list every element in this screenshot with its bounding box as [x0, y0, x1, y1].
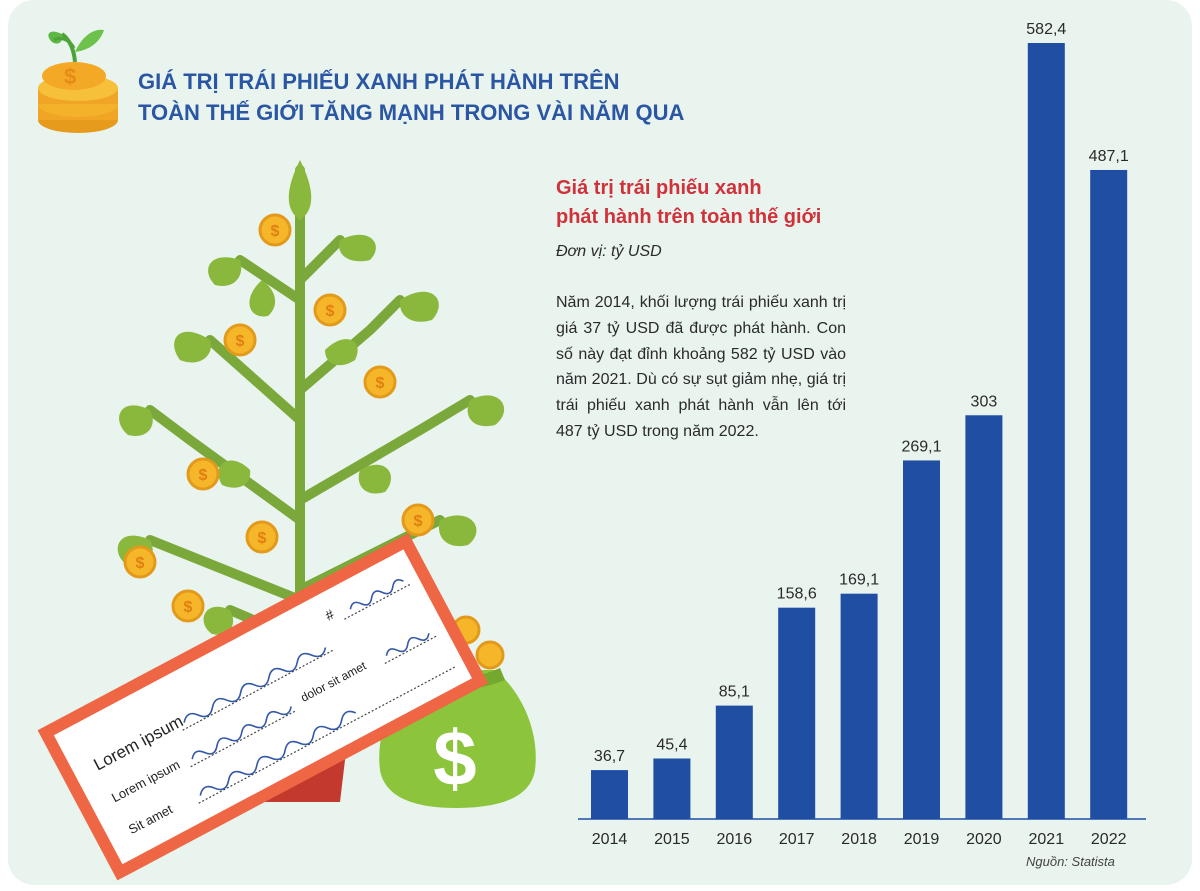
- chart-title: Giá trị trái phiếu xanh phát hành trên t…: [556, 174, 886, 232]
- check-card-illustration: Lorem ipsum Lorem ipsum Sit amet dolor s…: [37, 533, 489, 881]
- category-label-2015: 2015: [654, 831, 690, 848]
- check-handwriting: [183, 579, 430, 796]
- category-label-2014: 2014: [592, 831, 628, 848]
- svg-text:$: $: [271, 223, 280, 240]
- value-label-2022: 487,1: [1089, 148, 1129, 165]
- coin-icons: [123, 213, 435, 623]
- bar-2014: [591, 770, 628, 819]
- category-label-2022: 2022: [1091, 831, 1127, 848]
- svg-text:$: $: [64, 64, 76, 89]
- bar-2015: [653, 758, 691, 819]
- chart-title-line-1: Giá trị trái phiếu xanh: [556, 177, 762, 199]
- category-label-2018: 2018: [841, 831, 877, 848]
- value-label-2015: 45,4: [656, 737, 687, 754]
- bar-2021: [1027, 43, 1065, 819]
- value-label-2017: 158,6: [777, 586, 817, 603]
- description-text: Năm 2014, khối lượng trái phiếu xanh trị…: [556, 294, 846, 440]
- main-title-line-1: GIÁ TRỊ TRÁI PHIẾU XANH PHÁT HÀNH TRÊN: [138, 69, 620, 94]
- main-title: GIÁ TRỊ TRÁI PHIẾU XANH PHÁT HÀNH TRÊN T…: [138, 66, 698, 128]
- bar-2019: [903, 460, 940, 819]
- svg-text:$: $: [199, 467, 208, 484]
- chart-title-line-2: phát hành trên toàn thế giới: [556, 206, 822, 228]
- svg-text:$: $: [136, 555, 145, 572]
- category-label-2016: 2016: [717, 831, 753, 848]
- value-label-2021: 582,4: [1026, 21, 1066, 38]
- svg-text:$: $: [414, 513, 423, 530]
- svg-text:$: $: [236, 333, 245, 350]
- value-label-2020: 303: [971, 393, 998, 410]
- bar-2022: [1090, 169, 1128, 820]
- svg-text:$: $: [433, 714, 476, 802]
- unit-label: Đơn vị: tỷ USD: [556, 243, 662, 260]
- svg-text:$: $: [258, 530, 267, 547]
- category-label-2021: 2021: [1029, 831, 1065, 848]
- value-label-2014: 36,7: [594, 748, 625, 765]
- source-label: Nguồn: Statista: [1026, 854, 1115, 869]
- bar-2016: [715, 705, 753, 819]
- main-title-line-2: TOÀN THẾ GIỚI TĂNG MẠNH TRONG VÀI NĂM QU…: [138, 100, 685, 125]
- category-label-2017: 2017: [779, 831, 815, 848]
- svg-text:$: $: [184, 599, 193, 616]
- category-label-2020: 2020: [966, 831, 1002, 848]
- value-label-2016: 85,1: [719, 684, 750, 701]
- bar-2018: [840, 593, 878, 819]
- svg-text:$: $: [376, 375, 385, 392]
- bar-2020: [965, 415, 1003, 819]
- category-label-2019: 2019: [904, 831, 940, 848]
- value-label-2019: 269,1: [901, 438, 941, 455]
- coin-stack-icon: $: [38, 29, 118, 133]
- value-label-2018: 169,1: [839, 572, 879, 589]
- svg-text:$: $: [326, 303, 335, 320]
- bar-2017: [778, 607, 816, 819]
